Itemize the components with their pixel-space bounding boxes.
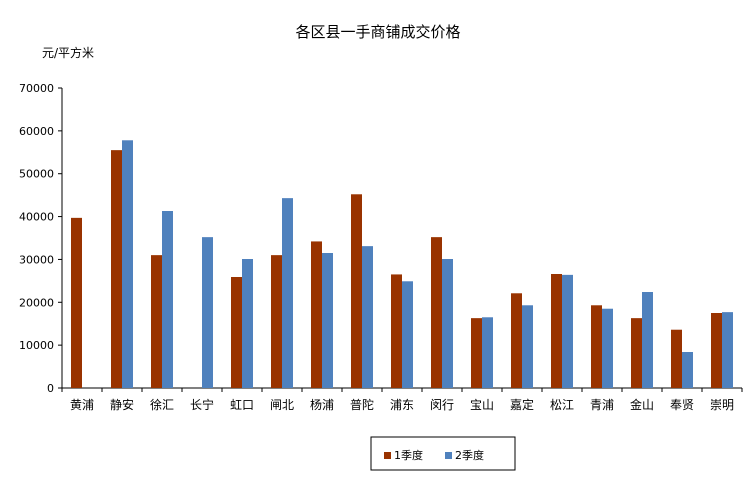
bar-青浦-series-1	[591, 305, 602, 388]
bar-徐汇-series-2	[162, 211, 173, 388]
bar-杨浦-series-2	[322, 253, 333, 388]
category-label: 杨浦	[310, 397, 334, 412]
bar-闸北-series-1	[271, 255, 282, 388]
y-tick-label: 60000	[19, 125, 54, 138]
y-tick-label: 10000	[19, 339, 54, 352]
y-tick-label: 50000	[19, 168, 54, 181]
bar-浦东-series-1	[391, 274, 402, 388]
category-label: 徐汇	[150, 397, 174, 412]
bar-浦东-series-2	[402, 281, 413, 388]
bars	[71, 140, 733, 388]
bar-长宁-series-2	[202, 237, 213, 388]
bar-杨浦-series-1	[311, 241, 322, 388]
category-label: 黄浦	[70, 398, 94, 412]
legend-swatch-series-2	[445, 452, 452, 459]
bar-黄浦-series-1	[71, 217, 82, 388]
y-axis: 0 10000 20000 30000 40000 50000 60000 70000	[19, 82, 63, 395]
y-tick-label: 0	[47, 382, 54, 395]
bar-虹口-series-1	[231, 277, 242, 388]
bar-静安-series-2	[122, 140, 133, 388]
bar-闵行-series-2	[442, 259, 453, 388]
category-label: 虹口	[230, 398, 254, 412]
legend-label-series-1: 1季度	[394, 448, 423, 462]
y-tick-label: 20000	[19, 296, 54, 309]
category-label: 浦东	[390, 398, 414, 412]
category-label: 静安	[110, 397, 134, 412]
category-label: 青浦	[590, 398, 614, 412]
category-label: 嘉定	[510, 397, 534, 412]
category-label: 普陀	[350, 397, 374, 412]
bar-金山-series-1	[631, 318, 642, 388]
bar-宝山-series-2	[482, 317, 493, 388]
bar-徐汇-series-1	[151, 255, 162, 388]
y-tick-label: 40000	[19, 211, 54, 224]
bar-松江-series-2	[562, 274, 573, 388]
y-tick-label: 30000	[19, 253, 54, 266]
legend-frame	[370, 436, 516, 471]
bar-崇明-series-1	[711, 313, 722, 388]
category-label: 宝山	[470, 398, 494, 412]
bar-闵行-series-1	[431, 237, 442, 388]
bar-崇明-series-2	[722, 312, 733, 388]
bar-奉贤-series-2	[682, 352, 693, 388]
bar-闸北-series-2	[282, 198, 293, 388]
bar-普陀-series-1	[351, 194, 362, 388]
bar-虹口-series-2	[242, 259, 253, 388]
legend-swatch-series-1	[384, 452, 391, 459]
category-label: 奉贤	[670, 398, 694, 412]
category-label: 松江	[550, 398, 574, 412]
bar-嘉定-series-1	[511, 293, 522, 388]
y-axis-unit-label: 元/平方米	[42, 45, 94, 60]
category-label: 金山	[630, 397, 654, 412]
bar-奉贤-series-1	[671, 329, 682, 388]
bar-青浦-series-2	[602, 308, 613, 388]
chart-title: 各区县一手商铺成交价格	[295, 23, 460, 41]
category-label: 闸北	[270, 398, 294, 412]
category-labels: 黄浦 静安 徐汇 长宁 虹口 闸北 杨浦 普陀 浦东 闵行 宝山 嘉定 松江 青浦 金山 奉贤 崇明	[70, 397, 734, 412]
y-tick-label: 70000	[19, 82, 54, 95]
bar-金山-series-2	[642, 292, 653, 388]
category-label: 闵行	[430, 397, 454, 412]
category-label: 崇明	[710, 398, 734, 412]
bar-普陀-series-2	[362, 246, 373, 388]
legend: 1季度 2季度	[370, 436, 516, 471]
legend-label-series-2: 2季度	[455, 448, 484, 462]
bar-嘉定-series-2	[522, 305, 533, 388]
x-axis	[61, 387, 743, 392]
category-label: 长宁	[190, 397, 214, 412]
bar-松江-series-1	[551, 274, 562, 388]
bar-宝山-series-1	[471, 318, 482, 388]
bar-静安-series-1	[111, 150, 122, 388]
